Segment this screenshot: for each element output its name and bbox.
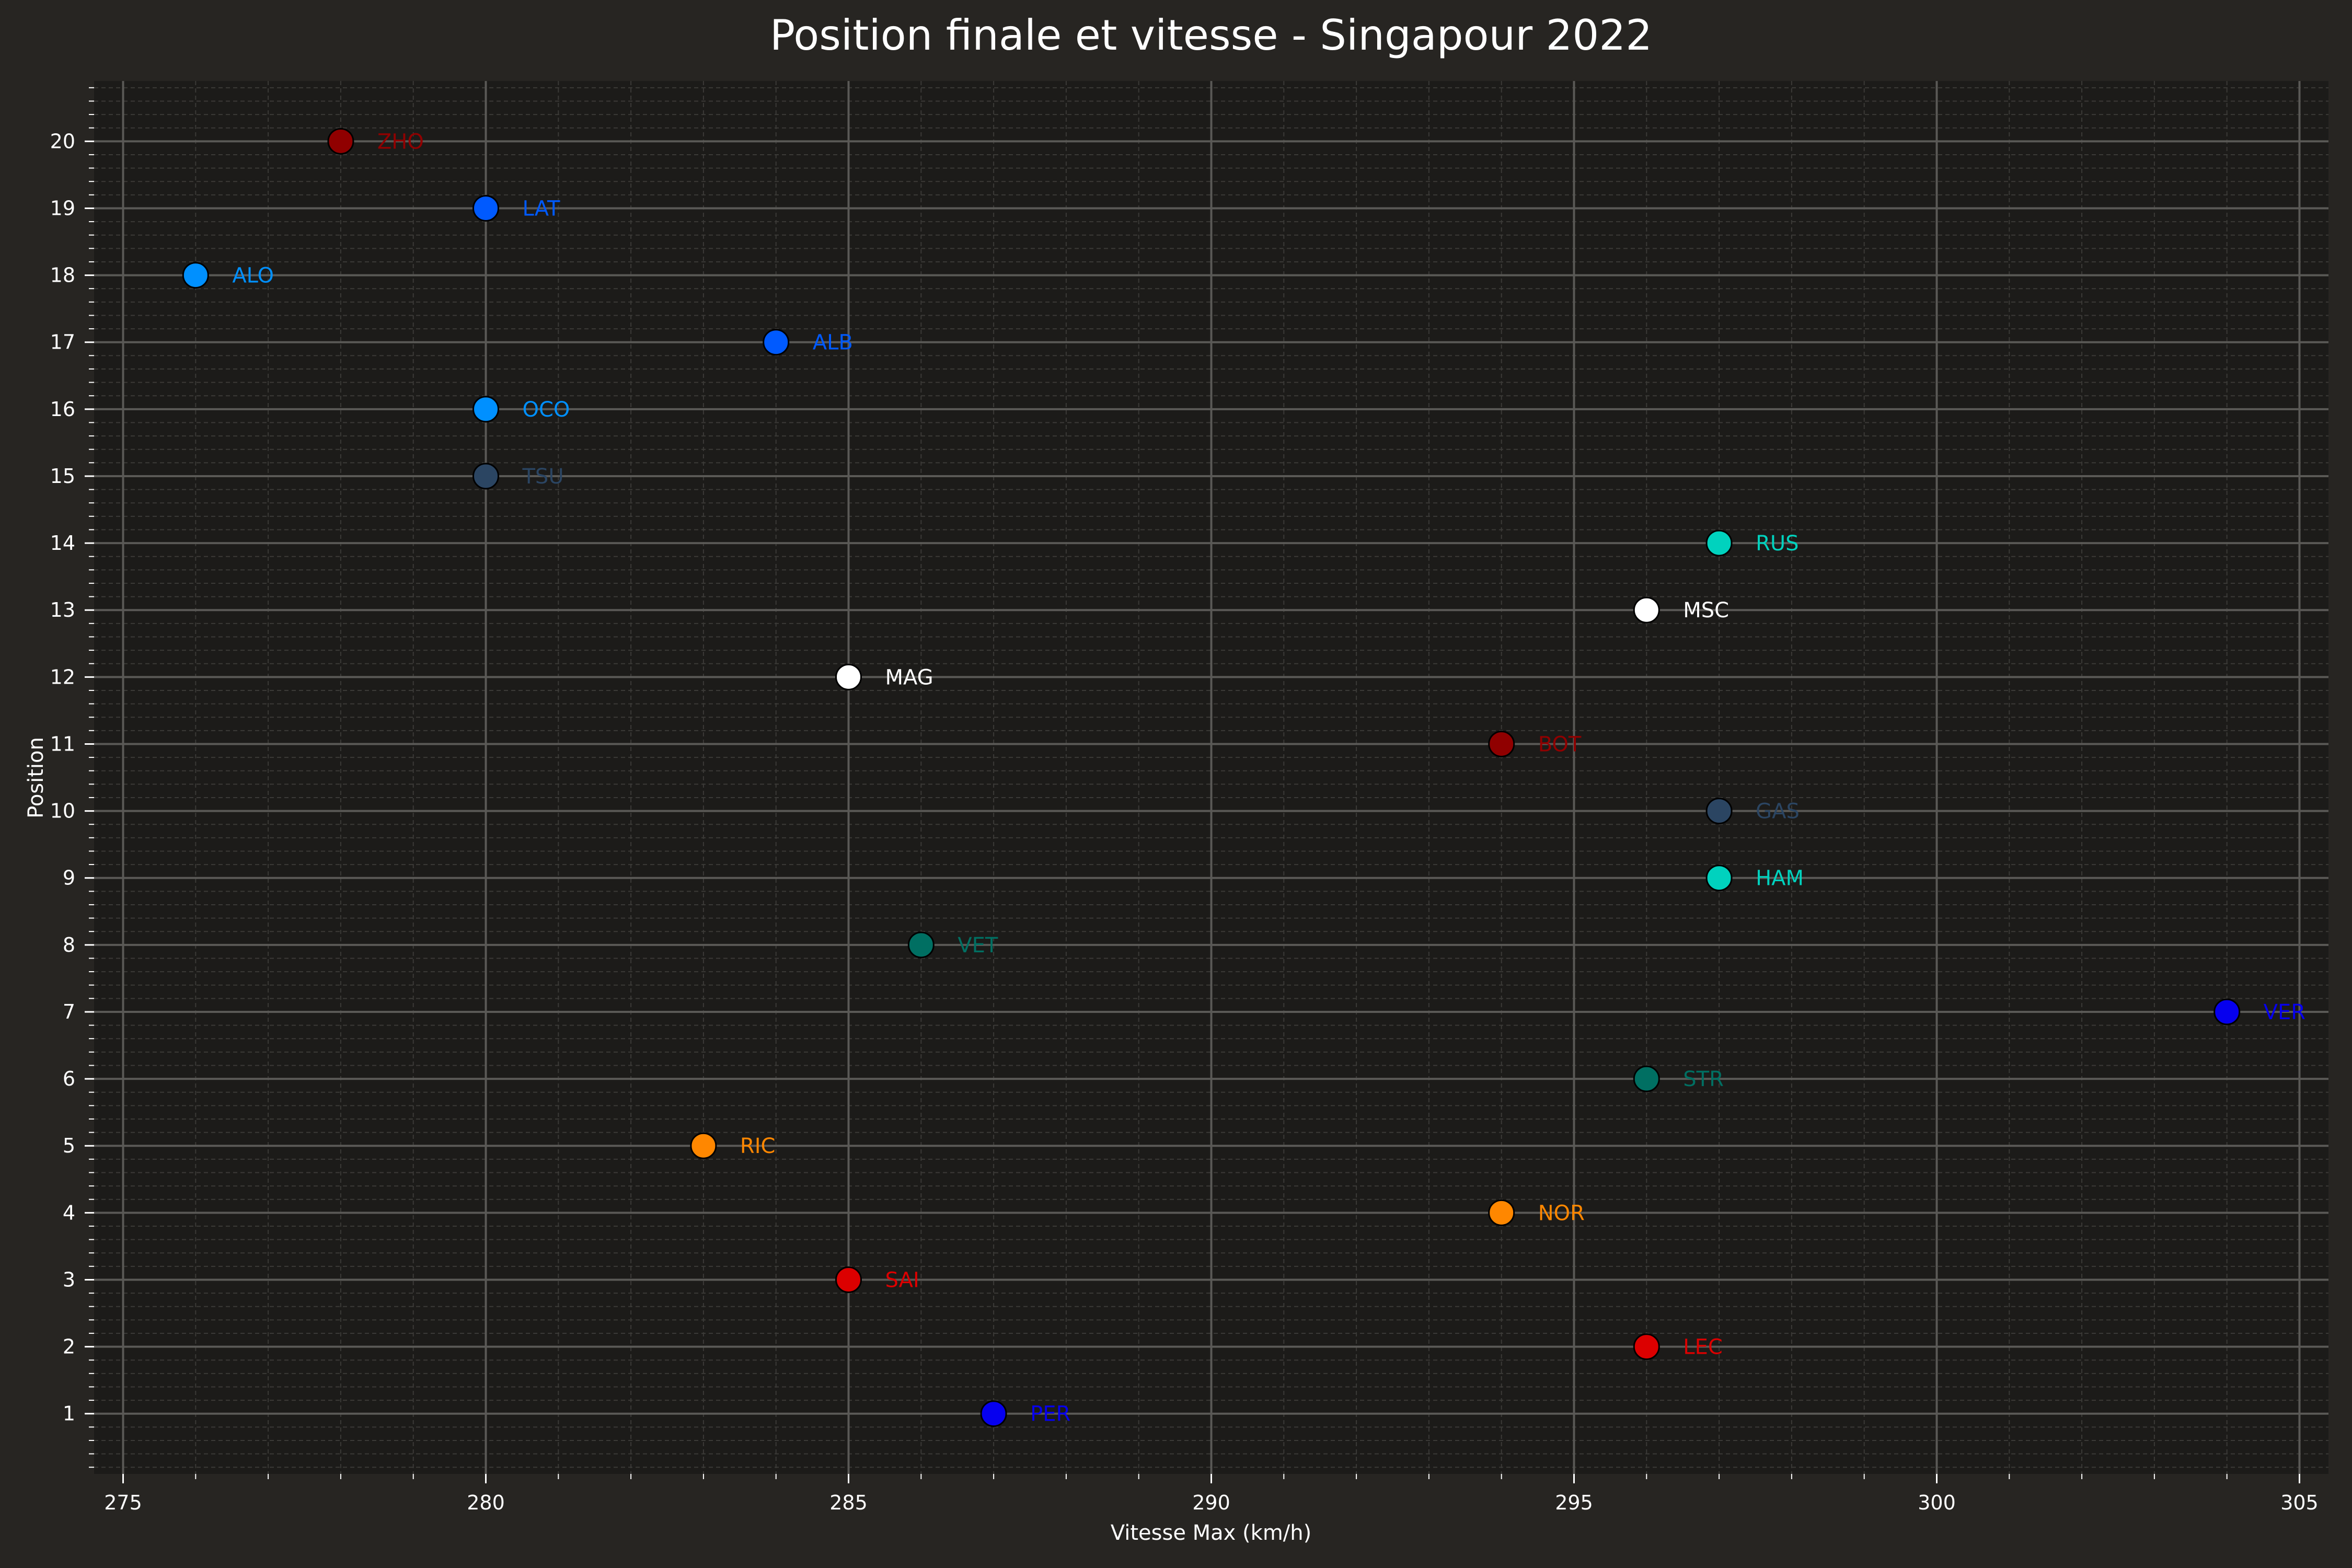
x-tick-label: 305 [2280, 1491, 2319, 1514]
data-label-lec: LEC [1683, 1335, 1723, 1359]
data-label-nor: NOR [1538, 1201, 1585, 1225]
x-axis-label: Vitesse Max (km/h) [1111, 1521, 1311, 1545]
y-tick-label: 6 [63, 1067, 75, 1090]
y-tick-label: 3 [63, 1268, 75, 1291]
data-point-rus [1705, 529, 1733, 557]
data-label-vet: VET [958, 933, 998, 958]
x-tick-label: 275 [104, 1491, 142, 1514]
data-label-msc: MSC [1683, 598, 1729, 622]
x-tick-label: 285 [829, 1491, 868, 1514]
data-label-oco: OCO [523, 398, 570, 422]
data-label-sai: SAI [885, 1268, 919, 1292]
data-points: ZHO LAT ALO ALB OCO TSU RUS MSC MAG BOT GAS HAM VET V… [182, 128, 2305, 1427]
data-label-per: PER [1030, 1402, 1070, 1426]
data-point-lec [1633, 1333, 1660, 1361]
y-tick-label: 12 [50, 665, 75, 688]
y-tick-label: 20 [50, 130, 75, 153]
data-point-mag [835, 663, 862, 690]
y-tick-label: 16 [50, 398, 75, 421]
data-point-nor [1488, 1199, 1515, 1226]
data-point-ham [1705, 864, 1733, 892]
y-tick-label: 19 [50, 197, 75, 220]
data-label-ver: VER [2264, 1000, 2305, 1024]
data-point-oco [472, 396, 500, 423]
grid [94, 81, 2328, 1474]
data-point-ric [690, 1132, 717, 1159]
data-label-zho: ZHO [377, 130, 424, 154]
x-tick-label: 300 [1918, 1491, 1956, 1514]
y-tick-label: 15 [50, 465, 75, 488]
y-tick-label: 18 [50, 264, 75, 287]
y-tick-label: 17 [50, 331, 75, 354]
data-point-ver [2213, 998, 2241, 1025]
y-axis-label: Position [24, 737, 48, 818]
y-tick-label: 2 [63, 1335, 75, 1358]
data-label-str: STR [1683, 1067, 1724, 1091]
y-tick-label: 13 [50, 598, 75, 621]
data-point-gas [1705, 798, 1733, 825]
y-tick-label: 10 [50, 800, 75, 823]
data-point-bot [1488, 730, 1515, 757]
y-tick-label: 14 [50, 532, 75, 555]
y-tick-label: 9 [63, 867, 75, 890]
data-point-tsu [472, 463, 500, 490]
y-tick-label: 1 [63, 1402, 75, 1425]
y-tick-label: 8 [63, 933, 75, 956]
data-label-mag: MAG [885, 665, 933, 689]
y-tick-label: 5 [63, 1134, 75, 1157]
data-label-tsu: TSU [522, 465, 564, 489]
x-tick-label: 290 [1192, 1491, 1230, 1514]
data-point-alo [182, 262, 209, 289]
chart-title: Position finale et vitesse - Singapour 2… [770, 11, 1652, 60]
axis-ticks: 275 280 285 290 295 300 3051234567891011121314… [50, 87, 2319, 1514]
data-point-lat [472, 194, 500, 222]
data-label-ric: RIC [740, 1134, 776, 1158]
data-point-msc [1633, 596, 1660, 624]
data-label-rus: RUS [1756, 532, 1798, 556]
data-point-zho [327, 128, 354, 155]
x-tick-label: 280 [467, 1491, 505, 1514]
data-label-gas: GAS [1756, 800, 1800, 824]
y-tick-label: 11 [50, 732, 75, 755]
data-point-alb [763, 329, 790, 356]
data-label-alo: ALO [232, 264, 274, 288]
data-point-sai [835, 1266, 862, 1293]
data-point-per [980, 1400, 1007, 1427]
data-label-ham: HAM [1756, 867, 1804, 891]
data-label-bot: BOT [1538, 732, 1582, 756]
y-tick-label: 4 [63, 1201, 75, 1224]
data-point-vet [907, 931, 935, 959]
data-label-alb: ALB [813, 331, 853, 355]
y-tick-label: 7 [63, 1000, 75, 1023]
x-tick-label: 295 [1555, 1491, 1593, 1514]
data-point-str [1633, 1065, 1660, 1092]
data-label-lat: LAT [523, 197, 560, 221]
